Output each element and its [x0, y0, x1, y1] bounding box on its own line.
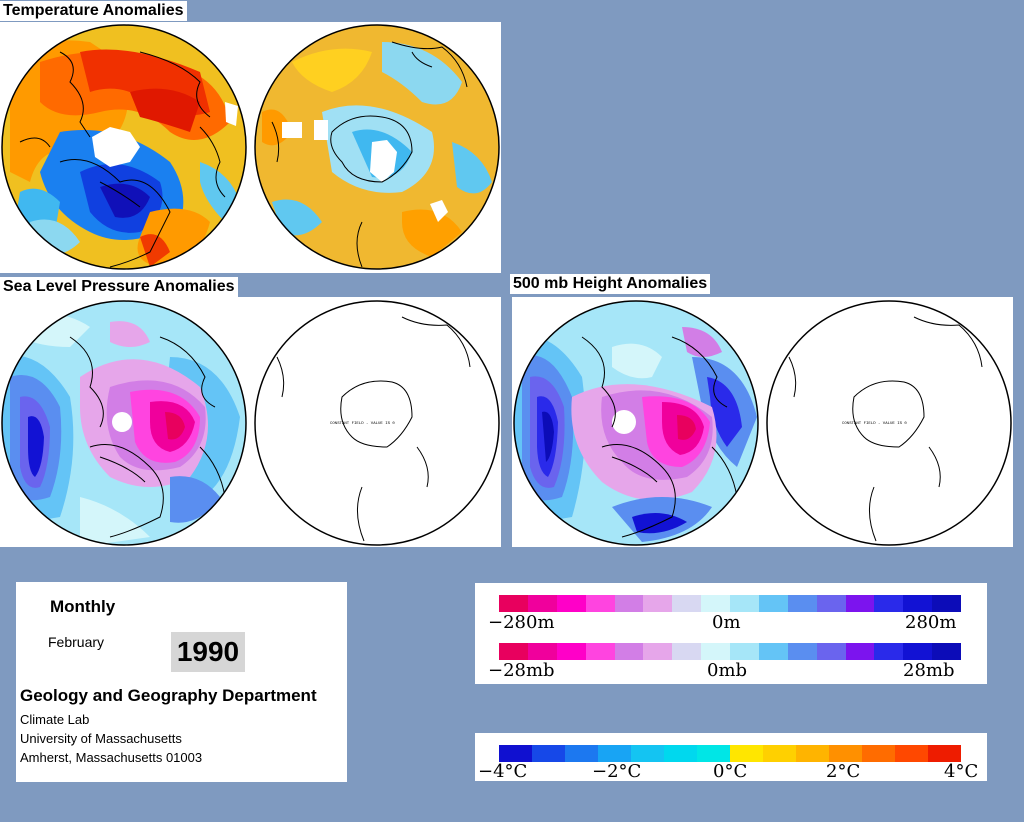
- height-anomalies-title: 500 mb Height Anomalies: [510, 274, 711, 294]
- temp-scale-label-0: 0°C: [713, 761, 748, 782]
- slp-scale-swatch: [614, 643, 644, 660]
- height-scale-swatch: [672, 595, 702, 612]
- address-label: Amherst, Massachusetts 01003: [20, 750, 203, 765]
- year-label: 1990: [171, 632, 245, 672]
- slp-scale-swatch: [758, 643, 788, 660]
- slp-scale-swatch: [701, 643, 730, 660]
- period-label: Monthly: [50, 597, 116, 616]
- slp-scale-swatch: [556, 643, 586, 660]
- temperature-panel: [0, 22, 501, 273]
- height-scale-swatch: [643, 595, 673, 612]
- temperature-scale-swatch: [895, 745, 928, 762]
- info-box: Monthly February 1990 Geology and Geogra…: [16, 582, 347, 782]
- temperature-anomalies-title: Temperature Anomalies: [0, 1, 187, 21]
- height-scale-max-label: 280m: [905, 612, 957, 633]
- height-scale-swatch: [585, 595, 615, 612]
- slp-anomalies-title: Sea Level Pressure Anomalies: [0, 277, 238, 297]
- temperature-scale-swatch: [763, 745, 796, 762]
- temperature-legend: −4°C −2°C 0°C 2°C 4°C: [475, 733, 987, 781]
- height-scale-swatch: [758, 595, 788, 612]
- slp-scale-swatch: [932, 643, 961, 660]
- slp-scale-swatch: [816, 643, 846, 660]
- slp-north-globe: [1, 300, 247, 546]
- temperature-scale-swatch: [697, 745, 730, 762]
- slp-scale-swatch: [643, 643, 673, 660]
- temperature-scale-swatch: [796, 745, 829, 762]
- slp-scale-swatch: [527, 643, 557, 660]
- slp-scale-mid-label: 0mb: [707, 660, 748, 681]
- slp-scale-swatch: [730, 643, 759, 660]
- temperature-scale-swatch: [598, 745, 631, 762]
- slp-south-globe: CONSTANT FIELD - VALUE IS 0: [254, 300, 500, 546]
- slp-scale-swatch: [585, 643, 615, 660]
- height-scale-swatch: [903, 595, 933, 612]
- height-scale-swatch: [527, 595, 557, 612]
- slp-scale-max-label: 28mb: [903, 660, 955, 681]
- height-south-globe: CONSTANT FIELD - VALUE IS 0: [766, 300, 1012, 546]
- height-scale-swatch: [614, 595, 644, 612]
- temperature-south-globe: [254, 24, 500, 270]
- pressure-height-legend: −280m 0m 280m −28mb 0mb 28mb: [475, 583, 987, 684]
- temperature-scale-swatch: [532, 745, 565, 762]
- slp-scale-swatch: [845, 643, 875, 660]
- temp-scale-label-2: 2°C: [826, 761, 861, 782]
- temperature-scale-swatch: [631, 745, 664, 762]
- temperature-north-globe: [1, 24, 247, 270]
- temp-scale-label-4: 4°C: [944, 761, 979, 782]
- height-scale-swatch: [730, 595, 759, 612]
- height-color-scale: [499, 595, 961, 612]
- month-label: February: [48, 634, 105, 650]
- height-scale-swatch: [816, 595, 846, 612]
- temperature-scale-swatch: [862, 745, 895, 762]
- slp-scale-swatch: [903, 643, 933, 660]
- height-scale-swatch: [499, 595, 528, 612]
- temperature-scale-swatch: [829, 745, 862, 762]
- height-scale-swatch: [932, 595, 961, 612]
- slp-scale-swatch: [787, 643, 817, 660]
- temperature-color-scale: [499, 745, 961, 762]
- height-scale-swatch: [556, 595, 586, 612]
- height-scale-swatch: [787, 595, 817, 612]
- height-constant-field-caption: CONSTANT FIELD - VALUE IS 0: [842, 422, 907, 426]
- temperature-scale-swatch: [928, 745, 961, 762]
- temperature-scale-swatch: [730, 745, 763, 762]
- slp-scale-min-label: −28mb: [488, 660, 555, 681]
- height-north-globe: [513, 300, 759, 546]
- height-scale-swatch: [874, 595, 904, 612]
- university-label: University of Massachusetts: [20, 731, 182, 746]
- slp-scale-swatch: [672, 643, 702, 660]
- height-panel: CONSTANT FIELD - VALUE IS 0: [512, 297, 1013, 547]
- height-scale-swatch: [845, 595, 875, 612]
- slp-color-scale: [499, 643, 961, 660]
- slp-panel: CONSTANT FIELD - VALUE IS 0: [0, 297, 501, 547]
- slp-scale-swatch: [499, 643, 528, 660]
- temperature-scale-swatch: [565, 745, 598, 762]
- height-scale-min-label: −280m: [488, 612, 555, 633]
- temperature-scale-swatch: [499, 745, 532, 762]
- lab-label: Climate Lab: [20, 712, 90, 727]
- temperature-scale-swatch: [664, 745, 697, 762]
- height-scale-mid-label: 0m: [712, 612, 741, 633]
- slp-scale-swatch: [874, 643, 904, 660]
- temp-scale-label-minus2: −2°C: [592, 761, 642, 782]
- slp-constant-field-caption: CONSTANT FIELD - VALUE IS 0: [330, 422, 395, 426]
- height-scale-swatch: [701, 595, 730, 612]
- department-label: Geology and Geography Department: [20, 686, 317, 705]
- temp-scale-label-minus4: −4°C: [478, 761, 528, 782]
